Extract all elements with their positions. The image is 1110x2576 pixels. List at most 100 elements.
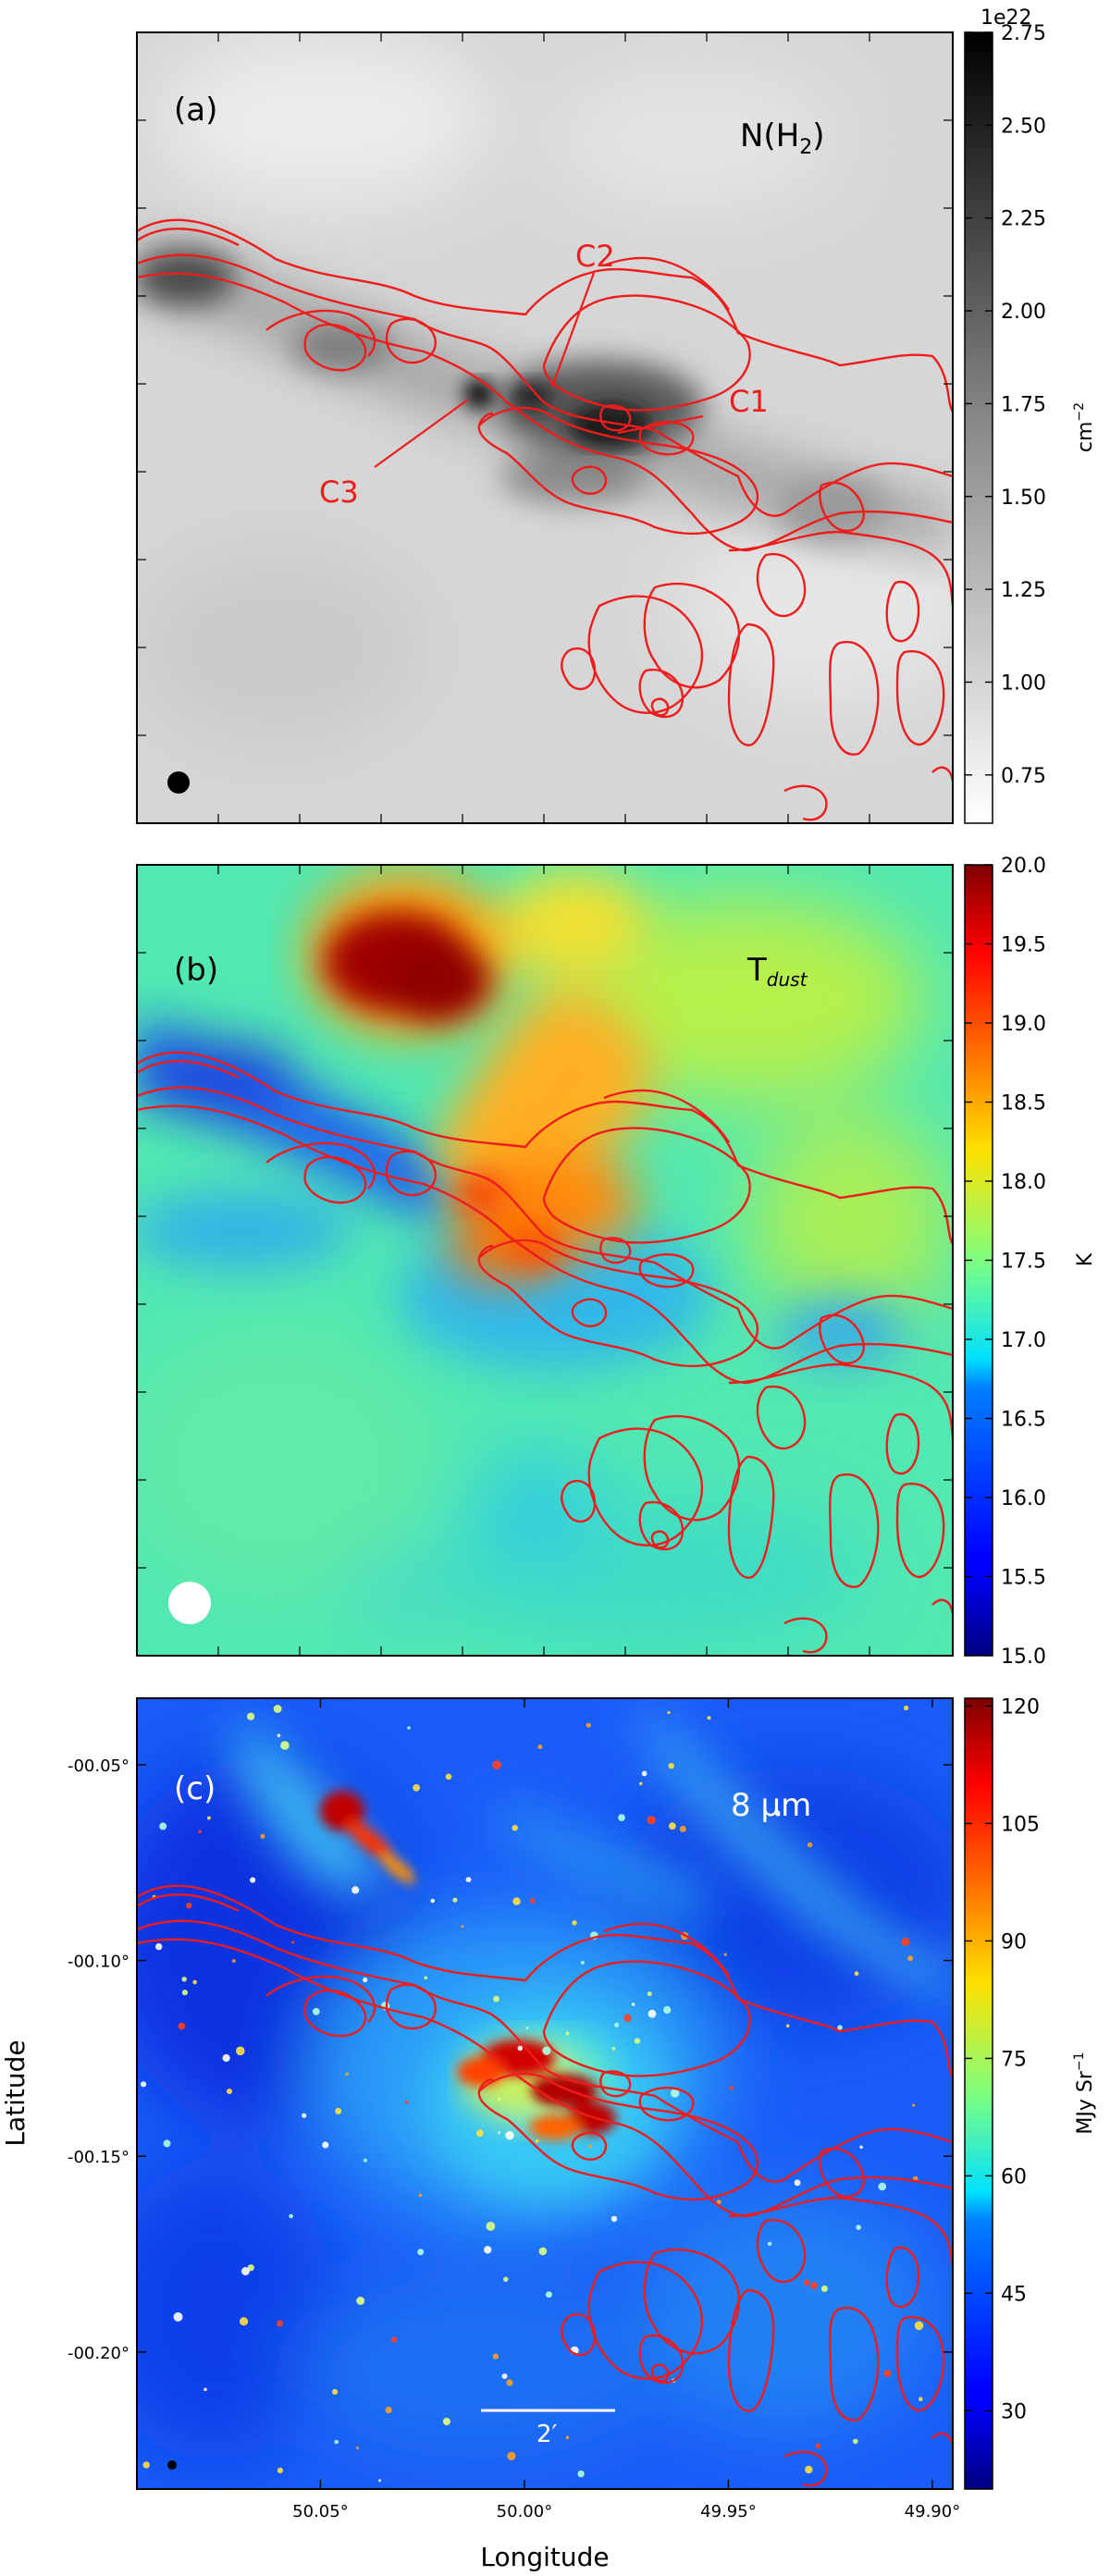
y-axis-label: Latitude xyxy=(0,2040,31,2146)
point-source xyxy=(476,2129,484,2138)
point-source xyxy=(492,2353,500,2360)
point-source xyxy=(280,1741,290,1750)
point-source xyxy=(883,2369,892,2378)
y-tick-label: -00.20° xyxy=(68,2344,130,2363)
point-source xyxy=(240,2317,249,2326)
y-tick-label: -00.10° xyxy=(68,1953,130,1972)
colorbar-tick-label: 1.75 xyxy=(1001,393,1046,416)
point-source xyxy=(291,1941,295,1944)
panel-a: (a) N(H2) C1 C2 C3 0.75 1.00 1.25 1.50 1.75 2… xyxy=(136,6,1097,824)
colorbar-tick-label: 75 xyxy=(1001,2048,1027,2071)
point-source xyxy=(907,1955,914,1962)
colorbar-tick-label: 15.0 xyxy=(1001,1645,1046,1669)
point-source xyxy=(424,1976,428,1980)
colorbar-tick-label: 0.75 xyxy=(1001,765,1046,788)
point-source xyxy=(641,1770,648,1777)
colorbar-tick-label: 16.5 xyxy=(1001,1409,1046,1432)
point-source xyxy=(807,1842,813,1848)
point-source xyxy=(322,2141,329,2149)
point-source xyxy=(206,1816,211,1820)
point-source xyxy=(277,2467,283,2473)
point-source xyxy=(240,2267,250,2275)
point-source xyxy=(611,2046,616,2051)
point-source xyxy=(260,1833,265,1839)
point-source xyxy=(250,1877,256,1883)
colorbar-tick-label: 120 xyxy=(1001,1695,1040,1719)
colorbar-tick-label: 15.5 xyxy=(1001,1567,1046,1590)
point-source xyxy=(417,2249,425,2256)
point-source xyxy=(332,2388,339,2395)
annotation-c1: C1 xyxy=(729,384,769,419)
point-source xyxy=(647,1991,652,1997)
point-source xyxy=(391,2336,398,2343)
point-source xyxy=(493,1995,500,2003)
scalebar-label: 2′ xyxy=(536,2421,558,2448)
point-source xyxy=(445,1773,452,1781)
point-source xyxy=(204,2387,207,2392)
point-source xyxy=(378,2479,382,2483)
point-source xyxy=(385,2407,392,2414)
colorbar-tick-label: 17.0 xyxy=(1001,1329,1046,1352)
point-source xyxy=(537,1744,543,1750)
point-source xyxy=(277,2320,284,2327)
point-source xyxy=(418,2193,423,2198)
point-source xyxy=(227,2089,232,2094)
point-source xyxy=(181,1977,187,1982)
point-source xyxy=(517,2045,524,2052)
point-source xyxy=(610,2215,618,2223)
point-source xyxy=(486,2222,496,2231)
point-source xyxy=(312,2007,320,2015)
point-source xyxy=(904,1705,909,1711)
point-source xyxy=(235,2046,245,2056)
point-source xyxy=(356,2297,365,2305)
panel-a-colorbar-exponent: 1e22 xyxy=(980,6,1032,30)
colorbar-tick-label: 1.25 xyxy=(1001,579,1046,602)
colorbar-tick-label: 18.0 xyxy=(1001,1171,1046,1194)
point-source xyxy=(173,2311,183,2322)
point-source xyxy=(565,2435,570,2440)
panel-a-beam-icon xyxy=(167,771,190,794)
point-source xyxy=(878,2182,887,2191)
point-source xyxy=(497,2097,501,2101)
panel-c-colorbar xyxy=(964,1697,993,2490)
panel-b-label: (b) xyxy=(174,952,218,989)
point-source xyxy=(707,1716,711,1720)
x-tick-label: 49.95° xyxy=(700,2502,757,2521)
point-source xyxy=(647,1816,656,1825)
point-source xyxy=(413,1783,420,1792)
point-source xyxy=(586,1722,591,1728)
point-source xyxy=(901,1937,910,1946)
point-source xyxy=(186,1903,192,1909)
point-source xyxy=(430,1898,436,1904)
point-source xyxy=(716,2200,722,2205)
point-source xyxy=(335,2107,342,2114)
point-source xyxy=(512,1897,521,1905)
point-source xyxy=(667,1710,671,1715)
colorbar-tick-label: 20.0 xyxy=(1001,855,1046,878)
colorbar-tick-label: 30 xyxy=(1001,2400,1027,2423)
point-source xyxy=(163,2139,171,2148)
point-source xyxy=(273,1705,282,1713)
point-source xyxy=(669,1822,676,1830)
point-source xyxy=(507,2451,516,2460)
point-source xyxy=(503,2276,509,2282)
panel-a-colorbar-unit: cm−2 xyxy=(1072,402,1097,452)
panel-b-beam-icon xyxy=(168,1582,211,1624)
point-source xyxy=(192,1979,197,1985)
point-source xyxy=(805,2465,813,2474)
point-source xyxy=(820,2285,828,2292)
panel-a-colorbar xyxy=(964,31,993,824)
point-source xyxy=(363,1977,368,1983)
point-source xyxy=(461,1925,464,1929)
point-source xyxy=(277,1733,281,1738)
y-tick-label: -00.05° xyxy=(68,1756,130,1776)
point-source xyxy=(810,2282,818,2290)
point-source xyxy=(648,2009,657,2018)
panel-a-quantity: N(H2) xyxy=(740,117,825,159)
point-source xyxy=(767,2241,772,2246)
point-source xyxy=(580,1960,585,1965)
point-source xyxy=(529,1898,536,1904)
point-source xyxy=(914,2321,924,2331)
panel-c-image xyxy=(137,1698,953,2489)
